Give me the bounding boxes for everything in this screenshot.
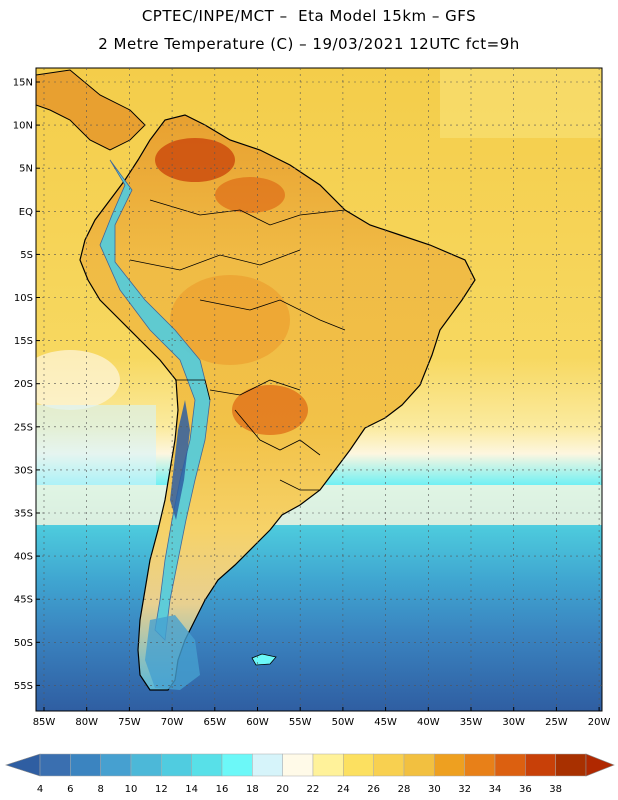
lat-tick-label: 50S	[14, 638, 33, 649]
lat-tick-label: 10S	[14, 293, 33, 304]
pale-ocean-band	[36, 485, 602, 525]
colorbar-swatch	[434, 753, 465, 777]
colorbar-label: 20	[276, 784, 289, 795]
lat-tick-label: 45S	[14, 595, 33, 606]
colorbar-swatch	[100, 753, 132, 777]
venezuela-hot-spot	[155, 138, 235, 182]
lat-tick-label: 15N	[13, 78, 33, 89]
colorbar-swatch	[312, 753, 344, 777]
lon-tick-label: 60W	[246, 717, 269, 728]
colorbar: 4 6 8 10 12 14 16 18 20 22 24 26 28 30 32 34 36 38	[5, 753, 615, 795]
lat-tick-label: 35S	[14, 509, 33, 520]
guiana-hot-spot	[215, 177, 285, 213]
colorbar-label: 10	[125, 784, 138, 795]
colorbar-low-arrow	[5, 753, 41, 777]
colorbar-label: 30	[428, 784, 441, 795]
map-title-line-2: 2 Metre Temperature (C) – 19/03/2021 12U…	[98, 35, 520, 53]
colorbar-label: 34	[489, 784, 502, 795]
pacific-cool-patch	[36, 350, 120, 410]
colorbar-swatch	[555, 753, 587, 777]
lon-tick-label: 85W	[33, 717, 56, 728]
lon-tick-label: 35W	[460, 717, 483, 728]
lat-tick-label: 40S	[14, 552, 33, 563]
colorbar-label: 8	[97, 784, 103, 795]
colorbar-swatch	[130, 753, 162, 777]
colorbar-high-arrow	[585, 753, 615, 777]
lon-tick-label: 65W	[203, 717, 226, 728]
colorbar-swatch	[464, 753, 496, 777]
paraguay-hot-spot	[232, 385, 308, 435]
lon-tick-label: 20W	[588, 717, 611, 728]
patagonia-cool-tip	[145, 615, 200, 690]
colorbar-swatch	[343, 753, 374, 777]
map-frame	[35, 67, 603, 712]
country-borders	[129, 199, 346, 491]
colorbar-swatch	[221, 753, 253, 777]
colorbar-label: 4	[37, 784, 43, 795]
andes-coldest-core	[170, 400, 190, 520]
colorbar-label: 24	[337, 784, 350, 795]
lon-tick-label: 75W	[118, 717, 141, 728]
lon-tick-label: 50W	[332, 717, 355, 728]
colorbar-swatch	[161, 753, 192, 777]
longitude-axis: 85W 80W 75W 70W 65W 60W 55W 50W 45W 40W 35W 30W 25W 2…	[33, 707, 611, 728]
colorbar-swatch	[70, 753, 101, 777]
colorbar-swatch	[373, 753, 405, 777]
lat-tick-label: 20S	[14, 379, 33, 390]
lon-tick-label: 25W	[545, 717, 568, 728]
falkland-islands	[251, 653, 277, 666]
colorbar-swatch	[525, 753, 556, 777]
lon-tick-label: 45W	[374, 717, 397, 728]
colorbar-label: 16	[216, 784, 229, 795]
lon-tick-label: 70W	[161, 717, 184, 728]
colorbar-label: 28	[398, 784, 411, 795]
colorbar-label: 32	[458, 784, 471, 795]
colorbar-label: 26	[367, 784, 380, 795]
colorbar-swatch	[403, 753, 435, 777]
colorbar-label: 14	[185, 784, 198, 795]
lat-tick-label: EQ	[19, 207, 33, 218]
lon-tick-label: 55W	[289, 717, 312, 728]
central-america-landmass	[36, 69, 146, 151]
warm-ocean-band	[440, 68, 602, 138]
colorbar-label: 22	[307, 784, 320, 795]
lon-tick-label: 30W	[502, 717, 525, 728]
lat-tick-label: 5S	[20, 250, 33, 261]
pacific-light-blue-patch	[36, 405, 156, 485]
lat-tick-label: 15S	[14, 336, 33, 347]
colorbar-swatch	[282, 753, 314, 777]
graticule-grid	[36, 68, 602, 711]
colorbar-swatch	[252, 753, 283, 777]
colorbar-swatch	[494, 753, 526, 777]
colorbar-swatch	[191, 753, 223, 777]
colorbar-label: 36	[519, 784, 532, 795]
lat-tick-label: 55S	[14, 681, 33, 692]
lon-tick-label: 80W	[75, 717, 98, 728]
latitude-axis: 15N 10N 5N EQ 5S 10S 15S 20S 25S 30S 35S 40S 45S 50S 5…	[13, 78, 40, 692]
lat-tick-label: 25S	[14, 422, 33, 433]
colorbar-swatch	[39, 753, 71, 777]
map-title-line-1: CPTEC/INPE/MCT – Eta Model 15km – GFS	[141, 7, 477, 25]
colorbar-label: 6	[67, 784, 73, 795]
lon-tick-label: 40W	[417, 717, 440, 728]
colorbar-label: 38	[549, 784, 562, 795]
lat-tick-label: 30S	[14, 465, 33, 476]
colorbar-label: 18	[246, 784, 259, 795]
colorbar-label: 12	[155, 784, 168, 795]
lat-tick-label: 10N	[13, 121, 33, 132]
lat-tick-label: 5N	[19, 164, 33, 175]
